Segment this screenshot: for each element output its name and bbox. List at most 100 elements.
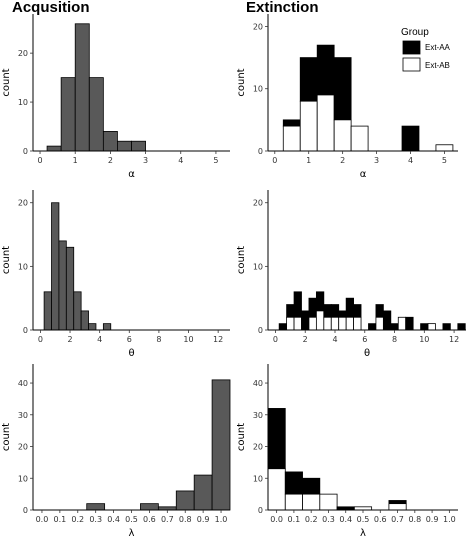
legend-label-ext-ab: Ext-AB	[425, 61, 450, 70]
y-axis-title: count	[1, 423, 12, 451]
y-tick-label: 10	[18, 262, 28, 271]
x-axis-title: α	[128, 169, 135, 180]
x-axis-title: α	[360, 169, 367, 180]
x-tick-label: 0.2	[305, 515, 318, 524]
x-tick-label: 0.6	[374, 515, 387, 524]
y-axis-title: count	[236, 246, 247, 274]
bar	[140, 503, 159, 511]
y-tick-label: 10	[253, 85, 263, 94]
x-tick-label: 0.6	[143, 515, 156, 524]
bar	[88, 77, 104, 152]
bar	[102, 131, 118, 152]
y-tick-label: 0	[258, 506, 263, 515]
x-tick-label: 10	[419, 335, 429, 344]
y-axis-title: count	[1, 68, 12, 96]
bar-ext-ab	[323, 316, 332, 331]
x-tick-label: 4	[178, 156, 183, 165]
bar-ext-aa	[308, 297, 317, 318]
bar	[117, 140, 132, 152]
bar-ext-aa	[293, 291, 302, 318]
bar-ext-aa	[278, 323, 288, 331]
bar-ext-ab	[397, 316, 407, 331]
y-axis-title: count	[236, 423, 247, 451]
y-tick-label: 10	[18, 98, 28, 107]
x-axis-title: θ	[364, 348, 370, 359]
panel-ext-theta: 0 10 20 0 2 4 6 8 10 12 θ count	[236, 190, 466, 359]
x-tick-label: 1	[306, 156, 311, 165]
x-tick-label: 1.0	[443, 515, 456, 524]
x-tick-label: 0.9	[426, 515, 439, 524]
bar-ext-aa	[368, 323, 377, 331]
bar-ext-ab	[308, 316, 317, 331]
y-tick-label: 20	[253, 199, 263, 208]
x-tick-label: 0.8	[179, 515, 192, 524]
x-tick-label: 1.0	[215, 515, 228, 524]
y-tick-label: 30	[253, 411, 263, 420]
bar	[51, 202, 60, 331]
x-tick-label: 0.7	[391, 515, 404, 524]
bar-ext-ab	[375, 316, 384, 331]
bar-ext-ab	[435, 144, 454, 152]
bar-ext-ab	[427, 323, 436, 331]
x-tick-label: 0.8	[408, 515, 421, 524]
x-tick-label: 0	[38, 335, 43, 344]
bar	[175, 490, 195, 511]
x-tick-label: 0	[272, 156, 277, 165]
bar-ext-aa	[345, 297, 355, 318]
x-tick-label: 0.3	[322, 515, 335, 524]
y-tick-label: 20	[18, 443, 28, 452]
y-tick-label: 0	[258, 147, 263, 156]
y-tick-label: 0	[23, 147, 28, 156]
bar	[43, 291, 52, 331]
bar-ext-ab	[267, 468, 286, 511]
x-tick-label: 2	[108, 156, 113, 165]
bar-ext-aa	[442, 323, 451, 331]
panel-acq-lambda: 0 10 20 30 40 0.0 0.1 0.2 0.3 0.4 0.5 0.6 0.7 0.8 0.9 1…	[1, 364, 231, 539]
bar	[88, 323, 97, 331]
x-tick-label: 4	[408, 156, 413, 165]
bar-ext-aa	[375, 304, 384, 318]
bar-ext-aa	[282, 119, 301, 127]
x-tick-label: 2	[303, 335, 308, 344]
x-tick-label: 0	[273, 335, 278, 344]
bar-ext-aa	[405, 316, 414, 331]
bar-ext-aa	[330, 304, 340, 318]
x-tick-label: 8	[156, 335, 161, 344]
x-axis-title: θ	[128, 348, 134, 359]
bar	[193, 474, 213, 511]
bar-ext-aa	[353, 304, 362, 318]
bar-ext-ab	[330, 316, 340, 331]
bar	[73, 291, 82, 331]
bar	[80, 310, 89, 331]
x-tick-label: 0.4	[339, 515, 352, 524]
x-tick-label: 8	[392, 335, 397, 344]
legend-title: Group	[401, 27, 429, 38]
x-tick-label: 0.1	[288, 515, 301, 524]
bar-ext-ab	[293, 316, 302, 331]
bar	[58, 240, 67, 331]
y-tick-label: 0	[23, 506, 28, 515]
x-axis-title: λ	[360, 528, 366, 539]
x-tick-label: 0.7	[161, 515, 174, 524]
bar-ext-aa	[420, 323, 429, 331]
x-tick-label: 0.3	[89, 515, 102, 524]
x-tick-label: 0.4	[107, 515, 120, 524]
bar-ext-aa	[302, 477, 321, 495]
x-tick-label: 0.5	[357, 515, 370, 524]
bar-ext-ab	[350, 125, 369, 152]
legend-label-ext-aa: Ext-AA	[425, 43, 451, 52]
x-tick-label: 1	[73, 156, 78, 165]
bar-ext-aa	[267, 408, 286, 470]
legend-swatch-ext-aa	[402, 40, 421, 55]
x-tick-label: 10	[183, 335, 193, 344]
y-tick-label: 30	[18, 411, 28, 420]
x-tick-label: 3	[143, 156, 148, 165]
x-tick-label: 6	[362, 335, 367, 344]
column-title-extinction: Extinction	[246, 0, 319, 16]
x-tick-label: 0.1	[53, 515, 66, 524]
bar-ext-aa	[284, 471, 303, 495]
y-axis-title: count	[236, 68, 247, 96]
bar-ext-ab	[286, 316, 295, 331]
x-tick-label: 12	[449, 335, 459, 344]
